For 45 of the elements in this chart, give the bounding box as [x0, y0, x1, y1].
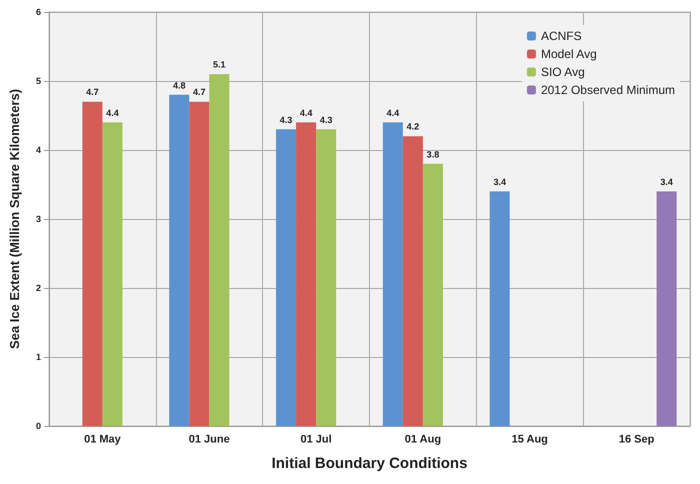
- y-tick-label: 0: [36, 421, 41, 431]
- x-tick-label: 01 May: [84, 434, 122, 446]
- bar: [422, 164, 443, 426]
- bar: [209, 74, 230, 426]
- x-tick-label: 01 Aug: [404, 434, 442, 446]
- data-label: 4.4: [386, 108, 400, 118]
- y-tick-label: 1: [36, 352, 41, 362]
- data-label: 4.7: [192, 87, 206, 98]
- x-tick-label: 01 Jul: [300, 434, 332, 446]
- legend-label: 2012 Observed Minimum: [540, 83, 676, 97]
- y-tick-label: 5: [36, 76, 41, 86]
- x-axis-title: Initial Boundary Conditions: [272, 455, 468, 472]
- bar: [189, 102, 210, 426]
- legend-label: ACNFS: [540, 29, 582, 43]
- y-tick-label: 3: [36, 214, 41, 224]
- data-label: 3.8: [426, 149, 440, 160]
- data-label: 4.3: [320, 114, 332, 125]
- data-label: 4.7: [86, 87, 99, 98]
- bar: [402, 136, 423, 426]
- legend-label: Model Avg: [540, 47, 597, 61]
- data-label: 4.3: [280, 114, 292, 125]
- bar: [382, 122, 403, 426]
- data-label: 3.4: [493, 176, 506, 187]
- bar: [296, 122, 316, 426]
- y-tick-label: 2: [36, 283, 41, 293]
- data-label: 4.4: [300, 108, 312, 118]
- bar: [102, 122, 122, 426]
- data-label: 3.4: [660, 176, 673, 187]
- x-tick-label: 01 June: [188, 434, 230, 446]
- x-tick-label: 15 Aug: [512, 434, 548, 446]
- bar: [82, 102, 102, 426]
- bar: [490, 191, 510, 426]
- x-tick-label: 16 Sep: [618, 434, 655, 446]
- data-label: 4.8: [172, 80, 186, 90]
- bar: [169, 94, 190, 426]
- data-label: 4.4: [106, 108, 119, 118]
- bar: [316, 129, 336, 426]
- data-label: 4.2: [406, 122, 420, 132]
- y-tick-label: 4: [36, 145, 41, 155]
- bar: [656, 191, 677, 426]
- legend-label: SIO Avg: [540, 65, 585, 79]
- y-axis-title: Sea Ice Extent (Million Square Kilometers): [7, 88, 22, 350]
- y-tick-label: 6: [36, 7, 41, 17]
- data-label: 5.1: [213, 60, 226, 70]
- bar: [276, 129, 296, 426]
